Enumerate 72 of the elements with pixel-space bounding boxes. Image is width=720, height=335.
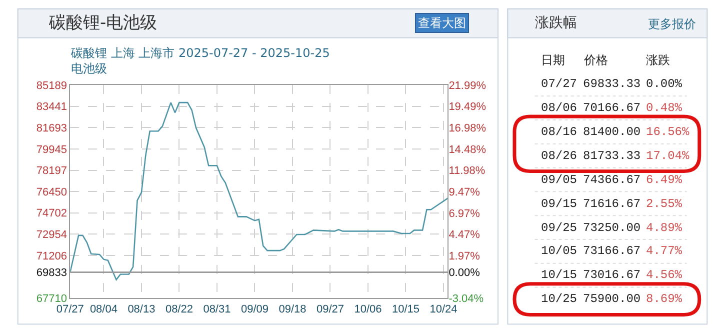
y2-tick-label: -3.04%	[448, 292, 484, 305]
y2-tick-label: 0.00%	[448, 267, 480, 280]
category-label: 08/16	[541, 125, 578, 139]
x-tick-label: 09/18	[278, 303, 306, 316]
data-label: 73250.00	[583, 221, 641, 235]
text: 更多报价	[648, 17, 696, 31]
y2-tick-label: 14.48%	[448, 144, 486, 156]
y-tick-label: 79945	[36, 144, 67, 156]
y-tick-label: 81693	[36, 122, 67, 134]
data-label: 0.48%	[646, 101, 683, 115]
y-tick-label: 71206	[36, 250, 67, 262]
y2-tick-label: 1.97%	[448, 250, 480, 262]
data-label: 73016.67	[583, 268, 641, 282]
y-tick-label: 69833	[36, 267, 67, 280]
y-tick-label: 78197	[36, 165, 67, 178]
category-label: 07/27	[541, 77, 578, 91]
text: 查看大图	[418, 16, 466, 30]
chart-title: 碳酸锂-电池级	[48, 13, 158, 33]
data-label: 0.00%	[646, 77, 683, 91]
data-label: 6.49%	[646, 173, 683, 187]
category-label: 08/26	[541, 149, 578, 163]
data-label: 81400.00	[583, 125, 641, 139]
x-tick-label: 07/27	[56, 303, 84, 316]
data-label: 4.89%	[646, 221, 683, 235]
x-tick-label: 10/15	[392, 303, 420, 316]
y-tick-label: 72954	[36, 229, 67, 242]
data-label: 4.77%	[646, 244, 683, 258]
y2-tick-label: 21.99%	[448, 80, 486, 92]
y-tick-label: 67710	[36, 292, 67, 305]
data-label: 16.56%	[646, 125, 690, 139]
text: 涨跌幅	[535, 15, 577, 31]
data-label: 69833.33	[583, 77, 641, 91]
data-label: 81733.33	[583, 149, 641, 163]
category-label: 10/05	[541, 244, 578, 258]
y-tick-label: 83441	[36, 101, 67, 114]
x-tick-label: 08/31	[203, 303, 231, 316]
data-label: 74366.67	[583, 173, 641, 187]
category-label: 08/06	[541, 101, 578, 115]
x-tick-label: 08/04	[90, 303, 118, 316]
text: 涨跌	[646, 53, 670, 67]
data-label: 8.69%	[646, 292, 683, 306]
data-label: 75900.00	[583, 292, 641, 306]
y2-tick-label: 6.97%	[448, 208, 480, 220]
category-label: 10/15	[541, 268, 578, 282]
line-series	[70, 102, 448, 280]
data-label: 71616.67	[583, 197, 641, 211]
y2-tick-label: 9.47%	[448, 186, 480, 198]
x-tick-label: 09/27	[316, 303, 344, 316]
y2-tick-label: 19.49%	[448, 101, 486, 114]
y2-tick-label: 11.98%	[448, 165, 486, 178]
data-label: 70166.67	[583, 101, 641, 115]
x-tick-label: 09/09	[240, 303, 268, 316]
category-label: 09/05	[541, 173, 578, 187]
y-tick-label: 76450	[36, 186, 67, 198]
data-label: 4.56%	[646, 268, 683, 282]
y-tick-label: 85189	[36, 80, 67, 92]
data-label: 73166.67	[583, 244, 641, 258]
y2-tick-label: 4.47%	[448, 229, 480, 242]
y-tick-label: 74702	[36, 208, 67, 220]
category-label: 09/25	[541, 221, 578, 235]
x-tick-label: 08/22	[165, 303, 193, 316]
data-label: 2.55%	[646, 197, 683, 211]
category-label: 10/25	[541, 292, 578, 306]
y2-tick-label: 16.98%	[448, 122, 486, 135]
legend-label: 价格	[583, 53, 608, 67]
data-label: 17.04%	[646, 149, 690, 163]
category-label: 09/15	[541, 197, 578, 211]
x-tick-label: 10/24	[430, 303, 458, 316]
chart-subtitle: 碳酸锂 上海 上海市 2025-07-27 - 2025-10-25 电池级	[70, 46, 330, 76]
x-tick-label: 10/06	[354, 303, 382, 316]
text: 日期	[541, 53, 565, 67]
x-tick-label: 08/13	[128, 303, 156, 316]
